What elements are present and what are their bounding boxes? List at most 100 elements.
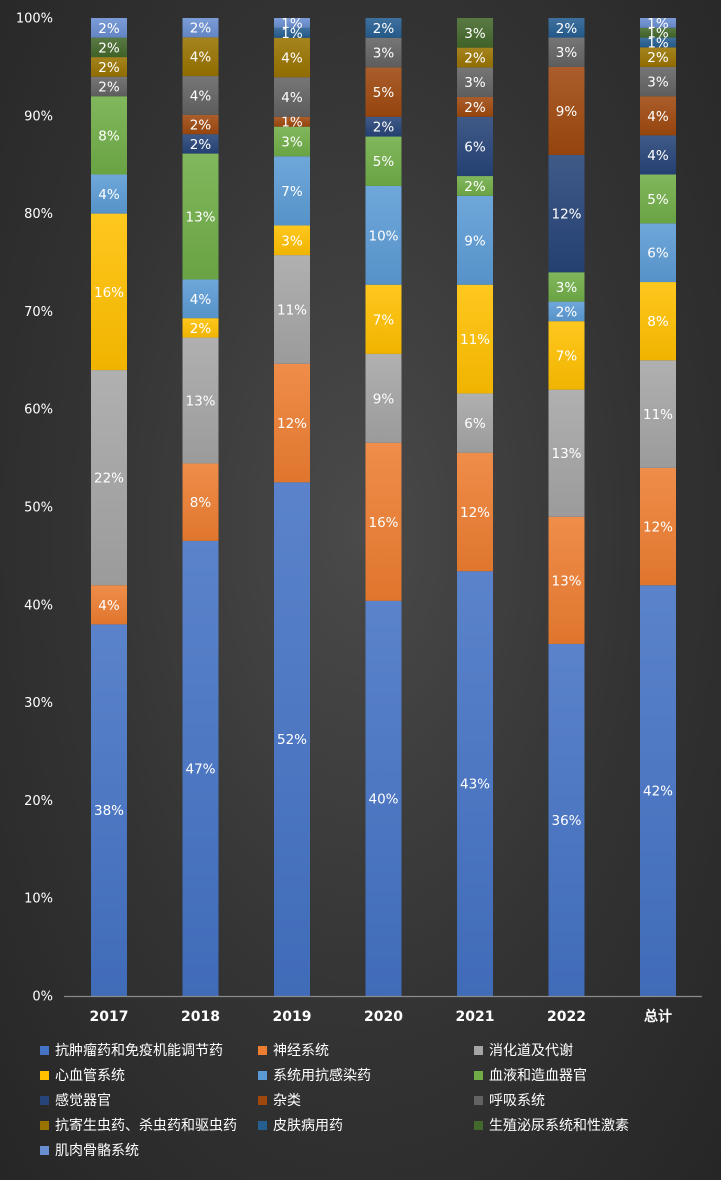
legend-label: 肌肉骨骼系统 — [55, 1143, 139, 1159]
data-label: 7% — [373, 312, 395, 328]
bar-segment — [182, 114, 219, 135]
y-tick-label: 60% — [24, 403, 53, 418]
bar-segment — [457, 393, 493, 453]
data-label: 5% — [373, 85, 395, 101]
legend-label: 神经系统 — [273, 1043, 329, 1059]
data-label: 16% — [368, 515, 398, 531]
bar-segment — [548, 321, 585, 390]
data-label: 3% — [281, 134, 303, 150]
legend-label: 消化道及代谢 — [489, 1043, 573, 1059]
data-label: 4% — [281, 51, 303, 67]
bar-segment — [365, 136, 402, 186]
data-label: 7% — [281, 184, 303, 200]
bar-segment — [365, 18, 402, 38]
data-label: 1% — [647, 35, 669, 51]
data-label: 12% — [460, 505, 490, 521]
bar-segment — [457, 116, 493, 177]
bar-segment — [274, 225, 310, 256]
data-label: 9% — [373, 391, 395, 407]
legend-label: 系统用抗感染药 — [273, 1068, 371, 1084]
bar-segment — [365, 353, 402, 443]
bar-segment — [182, 76, 219, 115]
y-tick-label: 80% — [24, 207, 53, 222]
bar-segment — [91, 37, 127, 58]
data-label: 1% — [647, 16, 669, 32]
legend-swatch — [40, 1120, 49, 1130]
bar-segment — [548, 301, 585, 322]
legend-swatch — [258, 1070, 267, 1080]
bar-segment — [365, 37, 402, 68]
data-label: 8% — [190, 495, 212, 511]
data-label: 11% — [277, 302, 307, 318]
data-label: 2% — [190, 137, 212, 153]
data-label: 43% — [460, 777, 490, 793]
data-label: 4% — [281, 90, 303, 106]
y-tick-label: 10% — [24, 892, 53, 907]
bar-segment — [548, 18, 585, 38]
data-label: 1% — [281, 115, 303, 131]
bar-segment — [274, 116, 310, 127]
bar-segment — [274, 156, 310, 226]
legend-label: 生殖泌尿系统和性激素 — [489, 1118, 629, 1134]
legend-item: 系统用抗感染药 — [258, 1065, 371, 1085]
bar-segment — [548, 154, 585, 273]
bar-segment — [548, 66, 585, 155]
legend-label: 皮肤病用药 — [273, 1118, 343, 1134]
legend-swatch — [40, 1045, 49, 1055]
y-tick-label: 90% — [24, 109, 53, 124]
bar-segment — [457, 284, 493, 394]
bar-segment — [457, 571, 493, 996]
bar-segment — [274, 363, 310, 483]
legend-swatch — [474, 1120, 483, 1130]
legend-label: 杂类 — [273, 1093, 301, 1109]
bar-segment — [274, 255, 310, 364]
bar-segment — [457, 195, 493, 285]
bar-segment — [91, 76, 127, 97]
bar-segment — [640, 135, 676, 175]
data-label: 1% — [647, 26, 669, 42]
bar-segment — [640, 467, 676, 586]
y-tick-label: 30% — [24, 696, 53, 711]
bar-segment — [365, 185, 402, 285]
data-label: 3% — [373, 46, 395, 62]
legend-label: 抗肿瘤药和免疫机能调节药 — [55, 1043, 223, 1059]
data-label: 47% — [185, 761, 215, 777]
bar-segment — [640, 27, 676, 38]
bar-segment — [640, 223, 676, 283]
legend-label: 心血管系统 — [55, 1068, 125, 1084]
legend-item: 感觉器官 — [40, 1090, 111, 1110]
legend-swatch — [40, 1145, 49, 1155]
data-label: 16% — [94, 285, 124, 301]
legend-item: 杂类 — [258, 1090, 301, 1110]
data-label: 13% — [185, 210, 215, 226]
legend-swatch — [40, 1070, 49, 1080]
legend-item: 心血管系统 — [40, 1065, 125, 1085]
bar-segment — [457, 452, 493, 572]
bar-segment — [274, 37, 310, 78]
data-label: 4% — [190, 292, 212, 308]
bar-segment — [640, 174, 676, 224]
data-label: 2% — [98, 40, 120, 56]
legend-item: 肌肉骨骼系统 — [40, 1140, 139, 1160]
data-label: 5% — [647, 192, 669, 208]
x-tick-label: 2019 — [273, 1009, 312, 1025]
bar-segment — [640, 47, 676, 67]
legend-item: 抗寄生虫药、杀虫药和驱虫药 — [40, 1115, 237, 1135]
bar-segment — [548, 643, 585, 996]
bar-segment — [548, 37, 585, 67]
data-label: 2% — [190, 118, 212, 134]
data-label: 3% — [556, 45, 578, 61]
bar-segment — [182, 18, 219, 38]
legend-item: 消化道及代谢 — [474, 1040, 573, 1060]
bar-segment — [640, 585, 676, 996]
bar-segment — [365, 116, 402, 137]
y-tick-label: 50% — [24, 501, 53, 516]
x-tick-label: 2021 — [456, 1009, 495, 1025]
bar-segment — [365, 442, 402, 601]
y-tick-label: 40% — [24, 598, 53, 613]
bar-segment — [640, 96, 676, 136]
bar-segment — [640, 37, 676, 48]
data-label: 13% — [551, 573, 581, 589]
